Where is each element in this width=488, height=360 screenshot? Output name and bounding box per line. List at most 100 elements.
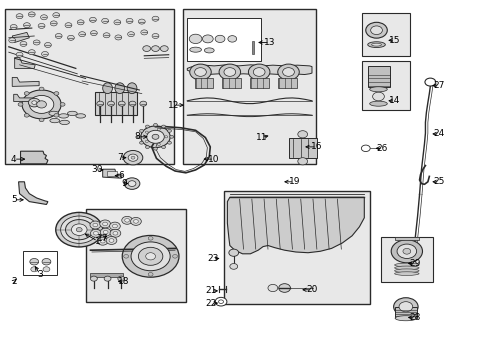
Text: 28: 28 (408, 313, 420, 322)
Circle shape (370, 26, 382, 35)
Circle shape (146, 130, 164, 143)
Bar (187, 18, 260, 61)
Ellipse shape (49, 111, 59, 116)
Circle shape (218, 300, 223, 303)
Circle shape (56, 212, 102, 247)
Circle shape (90, 276, 97, 281)
Circle shape (33, 40, 40, 45)
Circle shape (141, 126, 170, 148)
Circle shape (103, 230, 108, 234)
Circle shape (112, 224, 117, 228)
Circle shape (38, 23, 45, 28)
Text: 4: 4 (11, 154, 17, 163)
Circle shape (161, 125, 165, 128)
Circle shape (424, 78, 435, 86)
Circle shape (189, 64, 211, 80)
Text: 6: 6 (118, 171, 124, 180)
Circle shape (123, 150, 142, 165)
Text: 7: 7 (117, 153, 122, 162)
Circle shape (148, 273, 153, 276)
Circle shape (140, 101, 146, 106)
Circle shape (97, 101, 103, 106)
Circle shape (129, 101, 136, 106)
Circle shape (145, 146, 149, 149)
Circle shape (65, 23, 72, 28)
Ellipse shape (394, 272, 418, 275)
Circle shape (128, 181, 136, 186)
Circle shape (390, 240, 422, 263)
Circle shape (60, 103, 65, 106)
Circle shape (215, 35, 224, 42)
Circle shape (229, 264, 237, 269)
Bar (90, 273, 123, 277)
Ellipse shape (67, 111, 77, 116)
Circle shape (90, 31, 97, 36)
Circle shape (23, 23, 30, 28)
Circle shape (139, 130, 143, 132)
Circle shape (145, 140, 148, 143)
Bar (23, 251, 57, 275)
Text: 10: 10 (208, 154, 220, 163)
Circle shape (167, 141, 171, 144)
Circle shape (16, 14, 23, 19)
Text: 21: 21 (205, 287, 217, 295)
Circle shape (152, 16, 159, 21)
Circle shape (10, 24, 17, 30)
Circle shape (18, 103, 23, 106)
Circle shape (76, 228, 82, 232)
Circle shape (131, 242, 170, 271)
Circle shape (124, 178, 140, 189)
Ellipse shape (102, 83, 112, 94)
Circle shape (24, 113, 29, 117)
Circle shape (113, 231, 118, 235)
Ellipse shape (60, 120, 69, 125)
Text: 24: 24 (432, 129, 444, 138)
Circle shape (31, 267, 38, 272)
Circle shape (103, 33, 110, 38)
Text: 3: 3 (37, 270, 43, 279)
Circle shape (172, 255, 177, 258)
Circle shape (67, 35, 74, 40)
Circle shape (104, 276, 111, 281)
Text: 20: 20 (305, 285, 317, 294)
Circle shape (106, 237, 117, 244)
Circle shape (227, 36, 236, 42)
Circle shape (29, 95, 54, 113)
Circle shape (118, 276, 124, 281)
Circle shape (142, 46, 150, 51)
Bar (361, 61, 409, 110)
Circle shape (131, 156, 135, 159)
Polygon shape (12, 32, 29, 42)
Circle shape (109, 239, 114, 242)
Circle shape (102, 222, 107, 226)
Text: 13: 13 (264, 38, 275, 47)
Polygon shape (102, 169, 122, 178)
Circle shape (28, 98, 40, 107)
Circle shape (228, 249, 238, 256)
Bar (194, 78, 213, 88)
Bar (252, 41, 254, 54)
Circle shape (138, 247, 163, 265)
Circle shape (297, 131, 307, 138)
Text: 18: 18 (117, 277, 129, 286)
Circle shape (253, 68, 264, 76)
Circle shape (44, 42, 51, 48)
Circle shape (365, 22, 386, 38)
Ellipse shape (371, 43, 381, 46)
Circle shape (122, 235, 179, 277)
Circle shape (39, 87, 44, 91)
Circle shape (100, 220, 110, 228)
Ellipse shape (369, 101, 386, 106)
Circle shape (219, 64, 240, 80)
Text: 9: 9 (122, 179, 127, 188)
Circle shape (398, 302, 412, 312)
Ellipse shape (367, 42, 385, 48)
Circle shape (145, 125, 149, 128)
Circle shape (145, 253, 155, 260)
Circle shape (277, 64, 299, 80)
Circle shape (153, 123, 157, 126)
Circle shape (127, 32, 134, 37)
Polygon shape (19, 182, 48, 204)
Circle shape (65, 220, 93, 240)
Circle shape (115, 35, 122, 40)
